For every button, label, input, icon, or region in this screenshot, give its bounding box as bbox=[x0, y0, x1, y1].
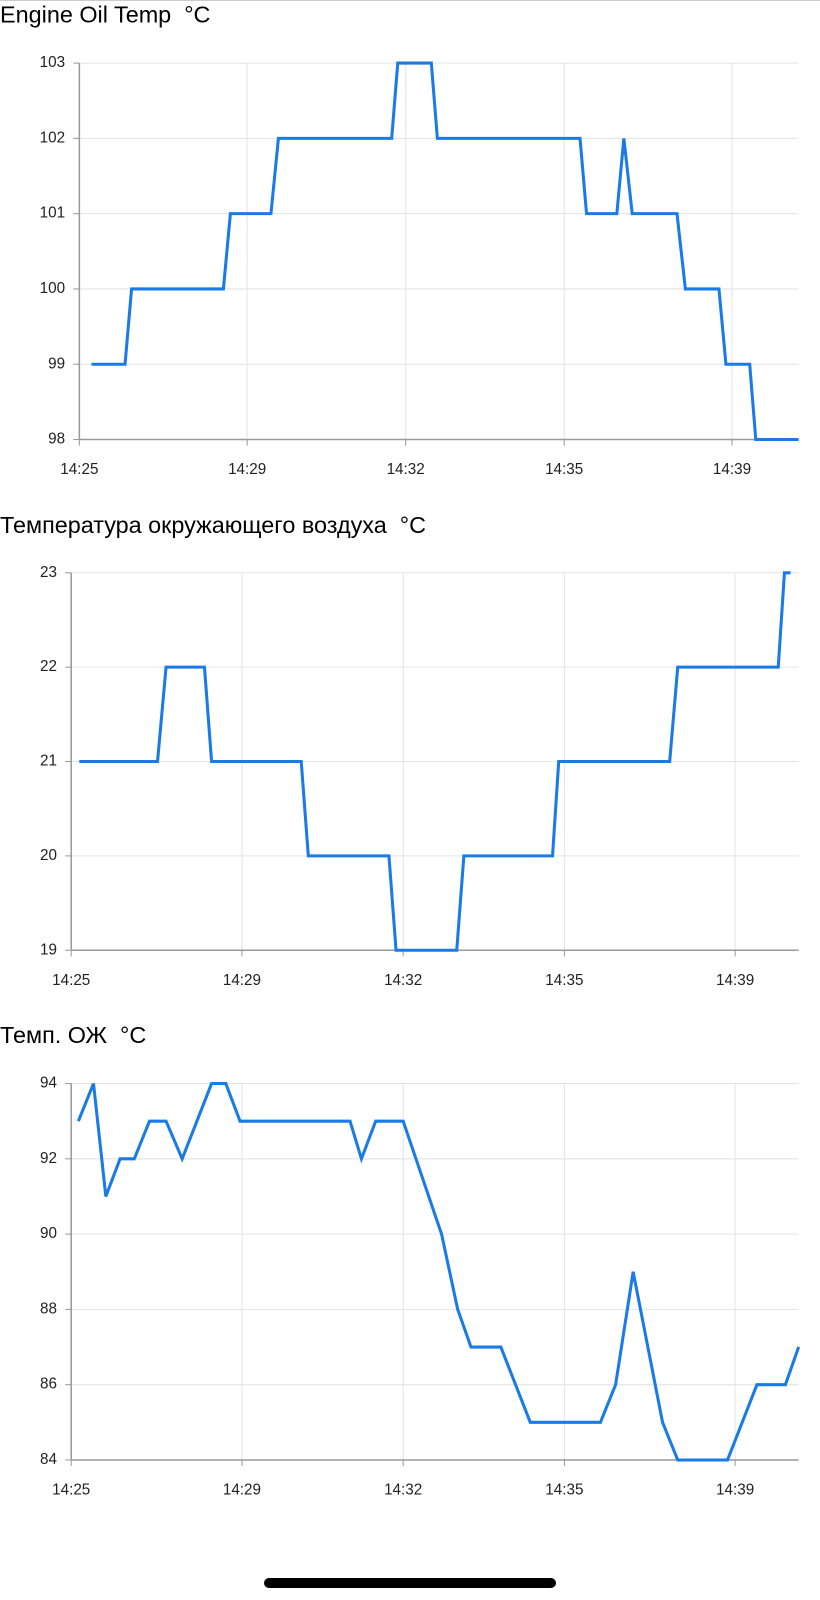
x-tick-label: 14:35 bbox=[545, 461, 583, 478]
x-tick-label: 14:29 bbox=[223, 1482, 261, 1499]
x-tick-label: 14:35 bbox=[545, 972, 583, 989]
x-tick-label: 14:25 bbox=[52, 1482, 90, 1499]
chart-title: Engine Oil Temp °C bbox=[0, 1, 210, 27]
x-tick-label: 14:32 bbox=[384, 972, 422, 989]
y-tick-label: 92 bbox=[40, 1150, 57, 1167]
y-tick-label: 84 bbox=[40, 1451, 57, 1468]
y-tick-label: 86 bbox=[40, 1376, 57, 1393]
y-tick-label: 90 bbox=[40, 1225, 57, 1242]
x-tick-label: 14:39 bbox=[716, 1482, 754, 1499]
x-tick-label: 14:39 bbox=[713, 461, 751, 478]
y-tick-label: 20 bbox=[40, 847, 57, 864]
home-indicator bbox=[264, 1578, 556, 1588]
y-tick-label: 100 bbox=[40, 280, 65, 297]
x-tick-label: 14:39 bbox=[716, 972, 754, 989]
y-tick-label: 21 bbox=[40, 753, 57, 770]
y-tick-label: 103 bbox=[40, 54, 65, 71]
chart-title: Температура окружающего воздуха °C bbox=[0, 512, 426, 538]
x-tick-label: 14:25 bbox=[60, 461, 98, 478]
y-tick-label: 94 bbox=[40, 1075, 57, 1092]
data-line bbox=[79, 571, 791, 952]
y-tick-label: 23 bbox=[40, 564, 57, 581]
y-tick-label: 19 bbox=[40, 941, 57, 958]
x-tick-label: 14:29 bbox=[228, 461, 266, 478]
y-tick-label: 99 bbox=[48, 355, 65, 372]
data-line bbox=[76, 1082, 801, 1462]
y-tick-label: 88 bbox=[40, 1300, 57, 1317]
y-tick-label: 102 bbox=[40, 129, 65, 146]
x-tick-label: 14:29 bbox=[223, 972, 261, 989]
x-tick-label: 14:32 bbox=[387, 461, 425, 478]
chart-title: Темп. ОЖ °C bbox=[0, 1022, 146, 1048]
x-tick-label: 14:25 bbox=[52, 972, 90, 989]
x-tick-label: 14:32 bbox=[384, 1482, 422, 1499]
data-line bbox=[91, 61, 799, 442]
y-tick-label: 98 bbox=[48, 431, 65, 448]
x-tick-label: 14:35 bbox=[545, 1482, 583, 1499]
y-tick-label: 101 bbox=[40, 205, 65, 222]
y-tick-label: 22 bbox=[40, 658, 57, 675]
charts: Engine Oil Temp °C 98 99 100 101 102 103 14:25 1… bbox=[0, 1, 801, 1499]
